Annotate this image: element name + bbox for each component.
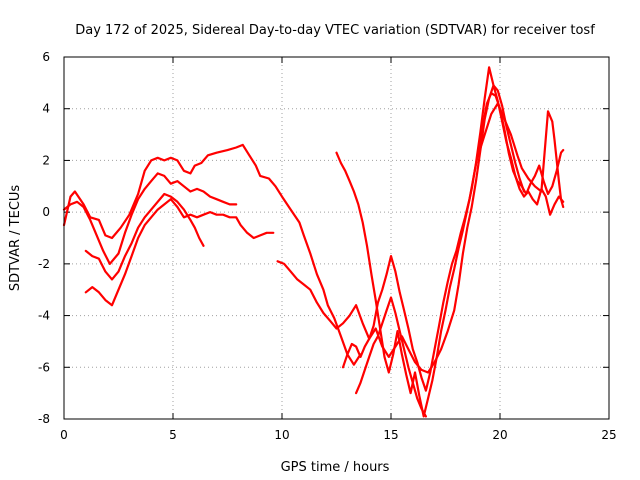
series-track-1	[62, 143, 362, 366]
series-track-4-markers	[85, 198, 274, 306]
series-track-2-markers	[63, 172, 237, 265]
x-tick-label: 25	[601, 428, 616, 442]
y-tick-label: 6	[42, 50, 50, 64]
y-tick-label: 2	[42, 153, 50, 167]
y-tick-labels: -8 -6 -4 -2 0 2 4 6	[38, 50, 50, 426]
x-tick-label: 20	[492, 428, 507, 442]
y-axis-label: SDTVAR / TECUs	[8, 185, 23, 292]
x-tick-labels: 0 5 10 15 20 25	[60, 428, 616, 442]
x-tick-label: 10	[274, 428, 289, 442]
axis-ticks	[63, 56, 610, 420]
series-track-4	[84, 198, 275, 307]
y-tick-label: -4	[38, 309, 50, 323]
y-tick-label: -6	[38, 360, 50, 374]
x-axis-label: GPS time / hours	[281, 460, 390, 475]
chart-title: Day 172 of 2025, Sidereal Day-to-day VTE…	[75, 23, 595, 38]
y-tick-label: -8	[38, 412, 50, 426]
x-tick-label: 0	[60, 428, 68, 442]
x-tick-label: 15	[383, 428, 398, 442]
y-tick-label: 0	[42, 205, 50, 219]
series-track-9	[477, 102, 565, 209]
series-track-3-markers	[85, 193, 205, 281]
y-tick-label: -2	[38, 257, 50, 271]
x-tick-label: 5	[169, 428, 177, 442]
series-track-3	[84, 192, 205, 281]
series-track-6-markers	[335, 66, 564, 418]
series-track-1-markers	[63, 144, 362, 366]
series-track-6	[335, 66, 565, 418]
series-track-7	[341, 92, 565, 392]
series-track-8-markers	[355, 296, 427, 417]
series-track-7-markers	[342, 92, 564, 392]
data-series	[62, 66, 565, 418]
grid	[64, 57, 609, 419]
y-tick-label: 4	[42, 102, 50, 116]
plot-frame	[63, 56, 610, 420]
